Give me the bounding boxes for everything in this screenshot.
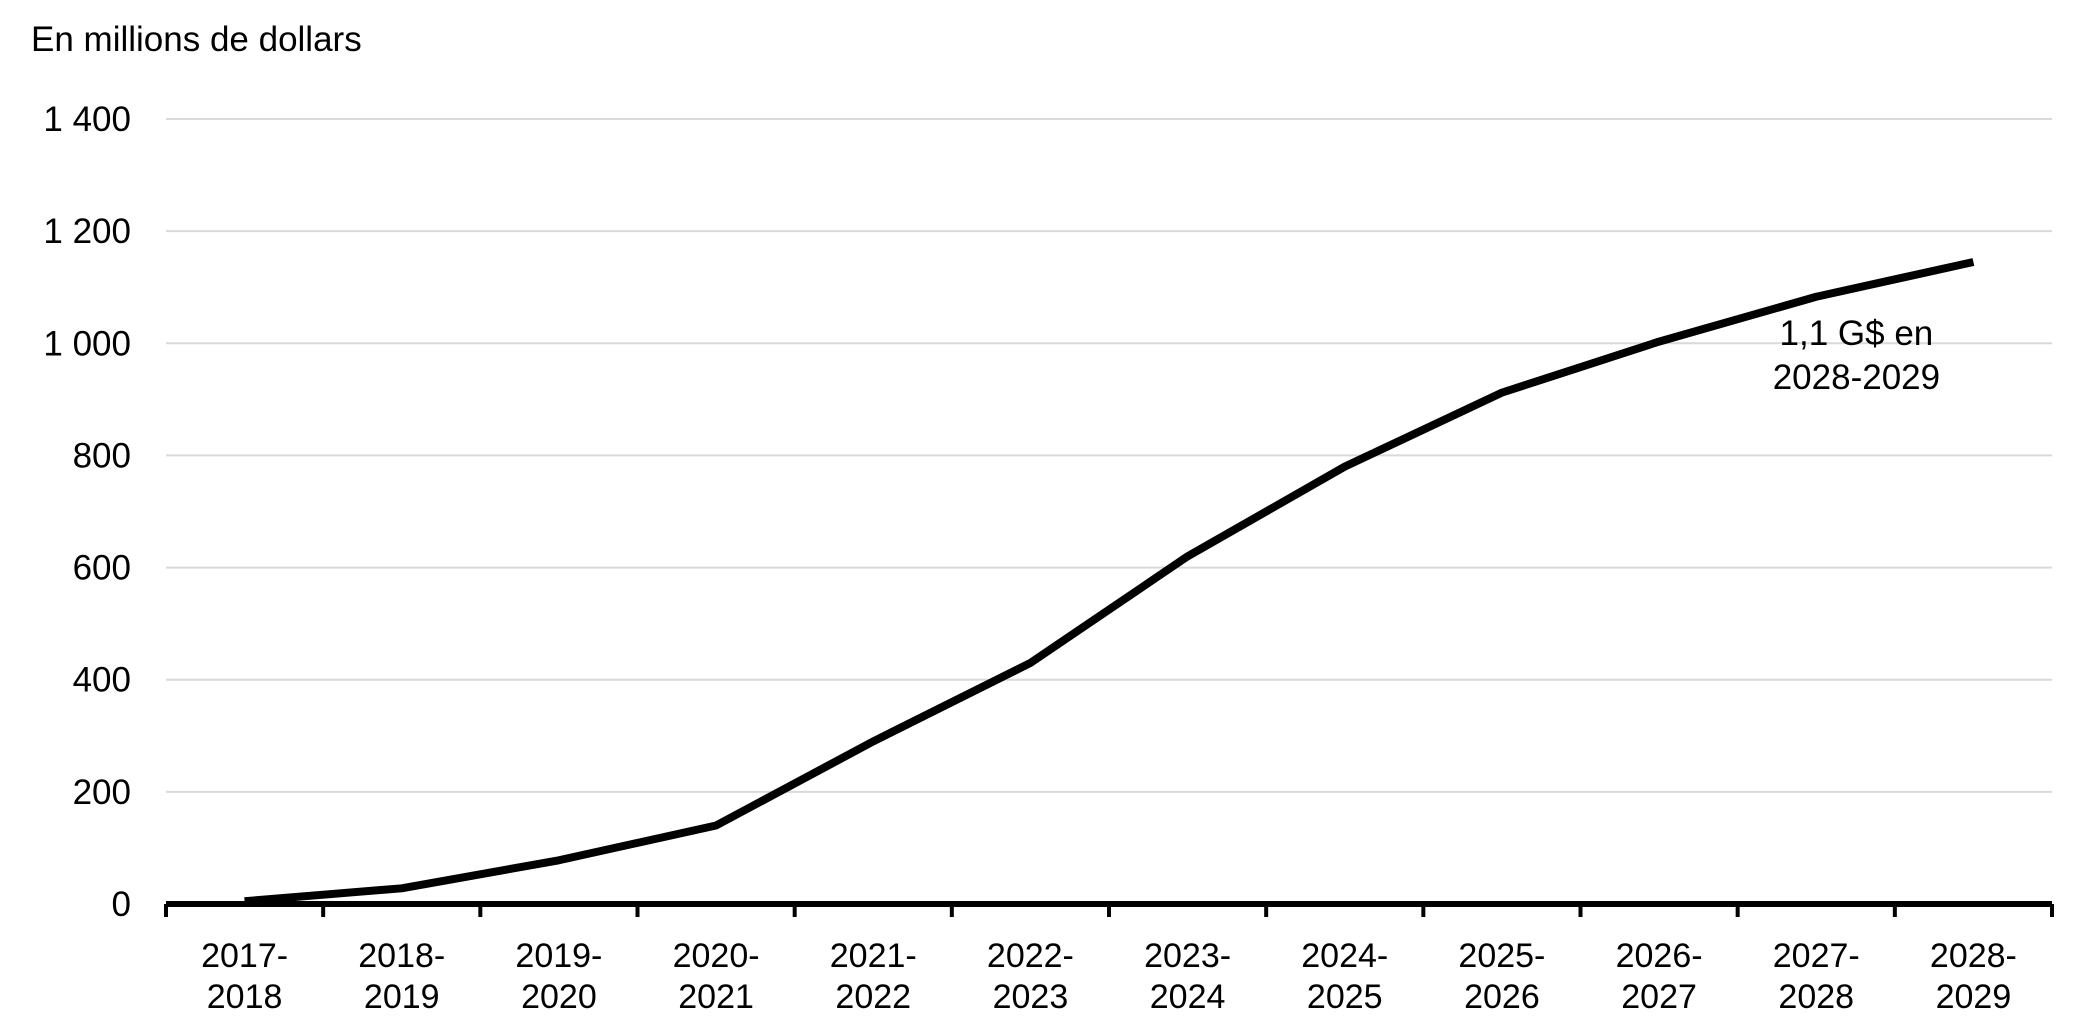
y-axis-ticks: 0 200 400 600 800 1 000 1 200 1 400: [43, 100, 131, 924]
x-tick-label: 2018-2019: [358, 937, 445, 1016]
series-line: [244, 258, 1975, 906]
y-tick-label: 800: [73, 436, 131, 475]
y-axis-label: En millions de dollars: [31, 20, 362, 59]
y-tick-label: 200: [73, 773, 131, 812]
x-tick-label: 2021-2022: [830, 937, 917, 1016]
y-tick-label: 1 200: [43, 212, 131, 251]
y-tick-label: 600: [73, 549, 131, 588]
end-value-annotation: 1,1 G$ en 2028-2029: [1773, 314, 1940, 397]
x-tick-label: 2026-2027: [1616, 937, 1703, 1016]
x-tick-label: 2019-2020: [515, 937, 602, 1016]
y-tick-label: 0: [112, 885, 131, 924]
x-tick-label: 2017-2018: [201, 937, 288, 1016]
y-tick-label: 1 000: [43, 324, 131, 363]
x-tick-label: 2024-2025: [1301, 937, 1388, 1016]
x-tick-label: 2028-2029: [1930, 937, 2017, 1016]
x-tick-label: 2020-2021: [673, 937, 760, 1016]
x-tick-label: 2022-2023: [987, 937, 1074, 1016]
y-tick-label: 400: [73, 661, 131, 700]
x-axis-ticks: 2017-2018 2018-2019 2019-2020 2020-2021 2021…: [164, 904, 2054, 1016]
x-tick-label: 2023-2024: [1144, 937, 1231, 1016]
y-tick-label: 1 400: [43, 100, 131, 139]
series-layer: [244, 258, 1975, 906]
gridlines: [166, 118, 2052, 793]
x-tick-label: 2025-2026: [1458, 937, 1545, 1016]
x-tick-label: 2027-2028: [1773, 937, 1860, 1016]
